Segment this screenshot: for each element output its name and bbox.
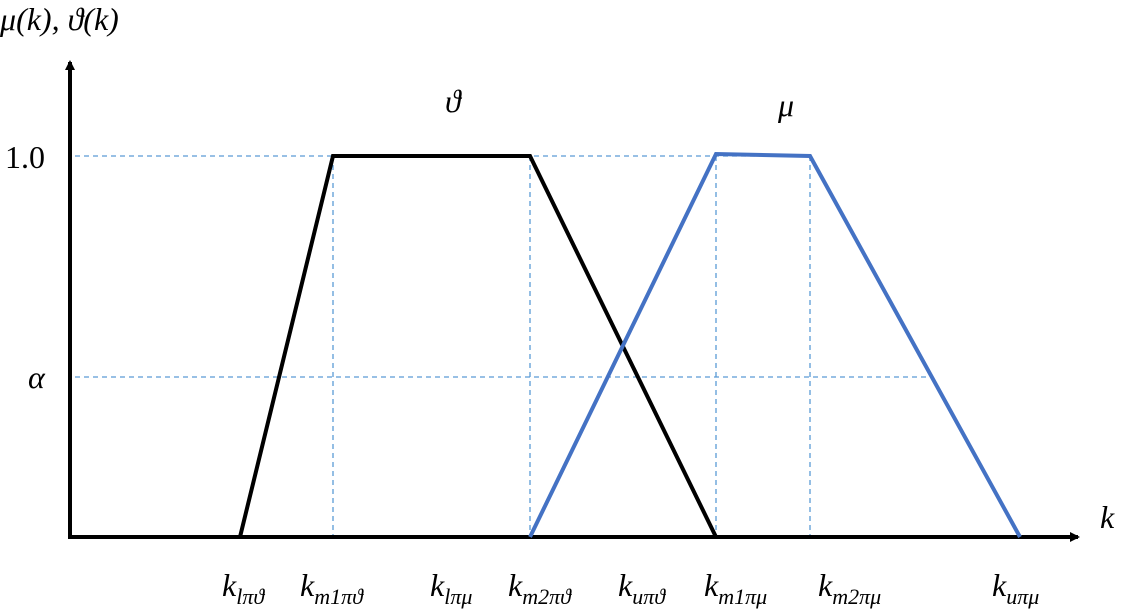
guides bbox=[75, 155, 930, 537]
x-label-sub: lπϑ bbox=[236, 584, 265, 609]
x-label-sub: lπμ bbox=[444, 584, 472, 609]
x-label: klπμ bbox=[430, 567, 472, 609]
x-label-base: k bbox=[508, 567, 523, 603]
x-label-base: k bbox=[430, 567, 445, 603]
x-label-sub: m2πμ bbox=[832, 584, 881, 609]
mu-trapezoid bbox=[528, 151, 1022, 538]
x-label-base: k bbox=[618, 567, 633, 603]
x-label-base: k bbox=[300, 567, 315, 603]
curve-label: μ bbox=[777, 87, 794, 123]
x-label-sub: m2πϑ bbox=[522, 584, 572, 609]
x-label-sub: m1πμ bbox=[718, 584, 767, 609]
x-label: km1πϑ bbox=[300, 567, 364, 609]
x-label-base: k bbox=[704, 567, 719, 603]
y-label: 1.0 bbox=[5, 139, 45, 175]
x-label-sub: m1πϑ bbox=[314, 584, 364, 609]
x-label-sub: uπμ bbox=[1006, 584, 1039, 609]
x-axis-label: k bbox=[1100, 499, 1115, 535]
y-label: α bbox=[28, 359, 46, 395]
x-label: km2πϑ bbox=[508, 567, 572, 609]
x-label: km1πμ bbox=[704, 567, 767, 609]
x-label: km2πμ bbox=[818, 567, 881, 609]
x-label-base: k bbox=[222, 567, 237, 603]
x-label-base: k bbox=[818, 567, 833, 603]
curve-label: ϑ bbox=[445, 83, 463, 119]
x-label: kuπμ bbox=[992, 567, 1039, 609]
x-label-sub: uπϑ bbox=[632, 584, 666, 609]
y-axis-label: μ(k), ϑ(k) bbox=[0, 1, 119, 37]
x-labels: klπϑ km1πϑ klπμ km2πϑ kuπϑ km1πμ km2πμ kuπμ bbox=[222, 567, 1039, 609]
theta-trapezoid bbox=[238, 154, 718, 538]
x-label-base: k bbox=[992, 567, 1007, 603]
x-label: klπϑ bbox=[222, 567, 265, 609]
x-label: kuπϑ bbox=[618, 567, 666, 609]
